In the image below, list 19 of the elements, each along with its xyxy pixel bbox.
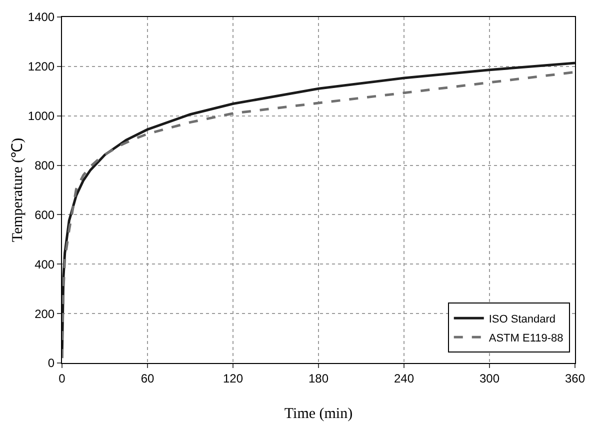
x-tick-label: 60 xyxy=(140,371,154,386)
x-tick-label: 120 xyxy=(222,371,244,386)
x-tick-label: 300 xyxy=(479,371,500,386)
x-tick-label: 0 xyxy=(58,371,66,386)
y-tick-label: 1200 xyxy=(28,60,55,74)
y-tick-label: 0 xyxy=(48,356,55,370)
x-axis-title: Time (min) xyxy=(284,406,353,422)
x-tick-label: 240 xyxy=(394,371,414,386)
legend-label: ISO Standard xyxy=(488,313,556,326)
legend-label: ASTM E119-88 xyxy=(488,332,564,344)
y-tick-label: 1000 xyxy=(28,109,55,124)
y-tick-label: 400 xyxy=(34,257,55,272)
x-tick-label: 180 xyxy=(308,371,329,386)
x-tick-label: 360 xyxy=(564,371,586,386)
y-tick-label: 600 xyxy=(34,208,55,222)
y-axis-title: Temperature (℃) xyxy=(10,138,26,242)
y-tick-label: 800 xyxy=(34,158,55,172)
y-tick-label: 200 xyxy=(34,306,55,321)
y-tick-label: 1400 xyxy=(28,10,55,24)
